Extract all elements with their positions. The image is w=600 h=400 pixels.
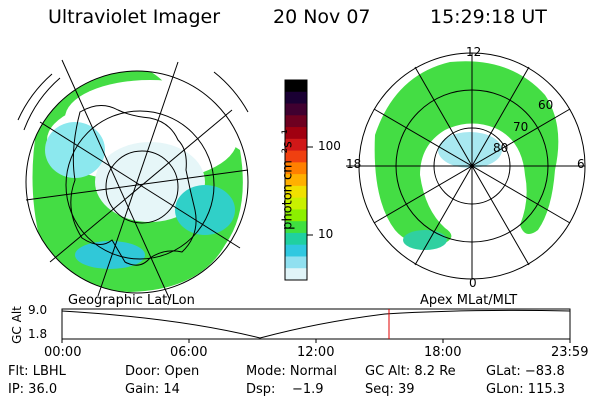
x-tick-0000: 00:00 [44,345,82,360]
colorbar-unit-label: photon cm⁻²s⁻¹ [280,129,296,230]
status-gain: Gain: 14 [125,382,180,397]
apex-globe [346,52,586,280]
y-tick-1-8: 1.8 [28,327,48,341]
mlt-label-6: 6 [577,157,585,171]
status-ip: IP: 36.0 [8,382,58,397]
colorbar-band [285,174,307,187]
colorbar-tick-100: 100 [318,139,341,153]
lat-label-70: 70 [513,120,529,134]
colorbar-band [285,127,307,140]
status-glon: GLon: 115.3 [486,382,566,397]
colorbar-band [285,185,307,199]
colorbar-band [285,268,307,281]
colorbar-band [285,115,307,128]
status-dsp: Dsp: −1.9 [246,382,324,397]
altitude-curve [61,309,571,339]
status-gc-alt: GC Alt: 8.2 Re [365,364,456,379]
status-seq: Seq: 39 [365,382,415,397]
left-map-title: Geographic Lat/Lon [68,293,195,308]
x-tick-1200: 12:00 [297,345,335,360]
mlt-label-12: 12 [466,45,482,59]
geographic-globe [17,59,249,301]
status-flt: Flt: LBHL [8,364,66,379]
aurora-emission-right [374,61,559,246]
mlt-label-18: 18 [346,157,362,171]
colorbar-band [285,221,307,234]
x-tick-2359: 23:59 [551,345,589,360]
colorbar-band [285,150,307,163]
date-label: 20 Nov 07 [273,6,371,28]
colorbar-band [285,209,307,222]
altitude-timeline [61,308,571,343]
colorbar-band [285,197,307,210]
y-tick-9-0: 9.0 [28,303,48,317]
colorbar-band [285,256,307,269]
coastline [70,105,197,266]
mlt-label-0: 0 [469,276,477,290]
colorbar-tick-10: 10 [318,227,334,241]
x-tick-1800: 18:00 [424,345,462,360]
time-label: 15:29:18 UT [430,6,547,28]
x-tick-0600: 06:00 [170,345,208,360]
right-map-title: Apex MLat/MLT [420,293,518,308]
colorbar-band [285,232,307,246]
colorbar-band [285,103,307,116]
colorbar-band [285,138,307,152]
colorbar-band [285,80,307,93]
colorbar-band [285,91,307,105]
instrument-title: Ultraviolet Imager [48,6,221,28]
status-mode: Mode: Normal [246,364,337,379]
lat-label-80: 80 [493,141,509,155]
colorbar-band [285,244,307,257]
colorbar [284,79,313,281]
colorbar-band [285,162,307,175]
lat-label-60: 60 [538,98,554,112]
status-door: Door: Open [125,364,200,379]
status-glat: GLat: −83.8 [486,364,565,379]
timeline-axis-title: GC Alt [10,306,24,344]
